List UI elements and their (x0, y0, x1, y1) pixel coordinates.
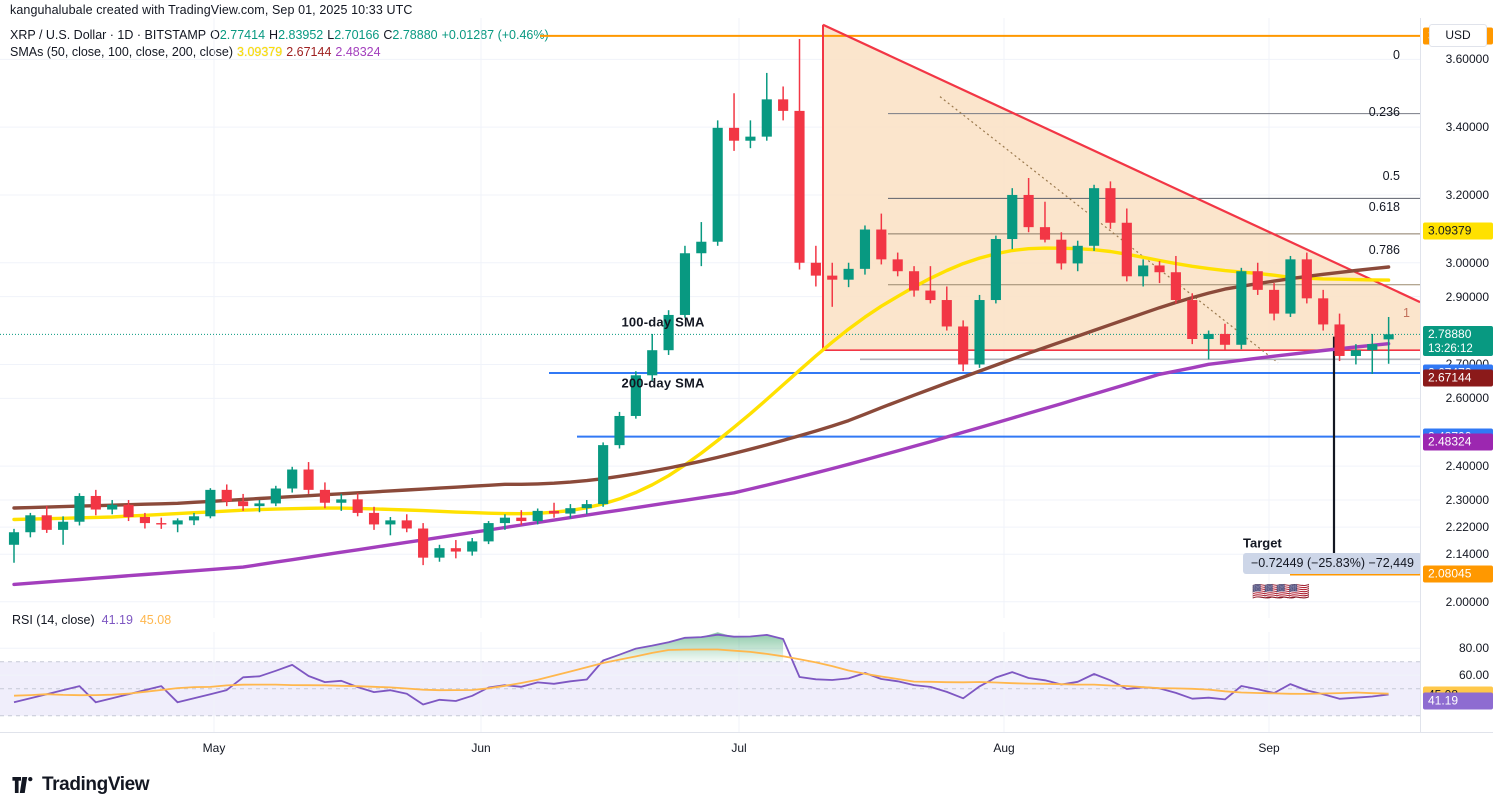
rsi-legend[interactable]: RSI (14, close) 41.19 45.08 (12, 613, 171, 627)
price-tick: 2.90000 (1445, 289, 1489, 304)
price-tick: 2.40000 (1445, 459, 1489, 474)
legend-open-key: O (210, 28, 220, 42)
legend-change-value: +0.01287 (+0.46%) (441, 28, 549, 42)
legend-sma100-value: 2.67144 (286, 45, 332, 59)
time-tick: Sep (1258, 741, 1280, 755)
price-tick: 2.14000 (1445, 547, 1489, 562)
last-price-value: 2.78880 (1428, 327, 1472, 342)
us-flag-emoji-stack: 🇺🇸🇺🇸🇺🇸🇺🇸 (1252, 582, 1310, 601)
fib-label-0618: 0.618 (1368, 200, 1400, 214)
fib-label-0236: 0.236 (1368, 105, 1400, 119)
legend-symbol[interactable]: XRP / U.S. Dollar · 1D · BITSTAMP (10, 28, 207, 42)
price-tick: 3.60000 (1445, 52, 1489, 67)
chart-legend: XRP / U.S. Dollar · 1D · BITSTAMP O2.7741… (10, 27, 549, 61)
countdown-timer: 13:26:12 (1428, 343, 1473, 356)
legend-open-value: 2.77414 (219, 28, 266, 42)
sma100-price-label[interactable]: 2.67144 (1423, 369, 1493, 387)
price-tick: 2.60000 (1445, 391, 1489, 406)
measurement-change-box: −0.72449 (−25.83%) −72,449 (1243, 553, 1422, 574)
legend-high-value: 2.83952 (278, 28, 324, 42)
target-price-label[interactable]: 2.08045 (1423, 565, 1493, 583)
sma50-price-label[interactable]: 3.09379 (1423, 222, 1493, 240)
time-tick: Jul (731, 741, 747, 755)
currency-badge: USD (1429, 24, 1487, 47)
fib-label-05: 0.5 (1382, 169, 1400, 183)
legend-symbol-row[interactable]: XRP / U.S. Dollar · 1D · BITSTAMP O2.7741… (10, 27, 549, 44)
rsi-legend-value: 41.19 (101, 613, 133, 627)
target-label: Target (1243, 535, 1282, 551)
time-tick: Jun (471, 741, 491, 755)
time-tick: May (202, 741, 226, 755)
time-tick: Aug (993, 741, 1015, 755)
legend-sma200-value: 2.48324 (335, 45, 381, 59)
fib-label-0: 0 (1393, 48, 1400, 62)
price-chart-svg (0, 18, 1420, 618)
price-tick: 2.22000 (1445, 520, 1489, 535)
legend-sma50-value: 3.09379 (237, 45, 283, 59)
tradingview-logo-icon (12, 777, 33, 793)
price-tick: 2.30000 (1445, 493, 1489, 508)
fib-label-1: 1 (1403, 306, 1410, 320)
price-tick: 3.00000 (1445, 255, 1489, 270)
time-scale[interactable]: May Jun Jul Aug Sep (0, 732, 1493, 763)
tradingview-wordmark: TradingView (42, 774, 150, 795)
rsi-legend-title[interactable]: RSI (14, close) (12, 613, 95, 627)
legend-sma-title[interactable]: SMAs (50, close, 100, close, 200, close) (10, 45, 234, 59)
legend-close-key: C (383, 28, 393, 42)
rsi-svg (0, 632, 1420, 732)
legend-high-key: H (269, 28, 279, 42)
rsi-tick: 80.00 (1458, 641, 1489, 656)
sma200-price-label[interactable]: 2.48324 (1423, 433, 1493, 451)
fib-label-0786: 0.786 (1368, 243, 1400, 257)
rsi-value-label[interactable]: 41.19 (1423, 692, 1493, 710)
price-scale[interactable]: 3.600003.400003.200003.000002.900002.700… (1420, 18, 1493, 732)
tradingview-branding[interactable]: TradingView (12, 774, 150, 796)
legend-close-value: 2.78880 (392, 28, 438, 42)
rsi-pane[interactable] (0, 632, 1420, 732)
attribution-text: kanguhalubale created with TradingView.c… (10, 3, 413, 17)
legend-low-key: L (327, 28, 335, 42)
rsi-legend-ma-value: 45.08 (139, 613, 172, 627)
legend-low-value: 2.70166 (334, 28, 380, 42)
rsi-tick: 60.00 (1458, 668, 1489, 683)
price-chart-plot[interactable] (0, 18, 1420, 618)
legend-sma-row[interactable]: SMAs (50, close, 100, close, 200, close)… (10, 44, 549, 61)
hline-label-200-day-sma: 200-day SMA (621, 375, 705, 391)
hline-label-100-day-sma: 100-day SMA (621, 314, 705, 330)
price-tick: 3.20000 (1445, 187, 1489, 202)
price-tick: 3.40000 (1445, 120, 1489, 135)
price-tick: 2.00000 (1445, 594, 1489, 609)
last-price-label[interactable]: 2.78880 13:26:12 (1423, 326, 1493, 357)
